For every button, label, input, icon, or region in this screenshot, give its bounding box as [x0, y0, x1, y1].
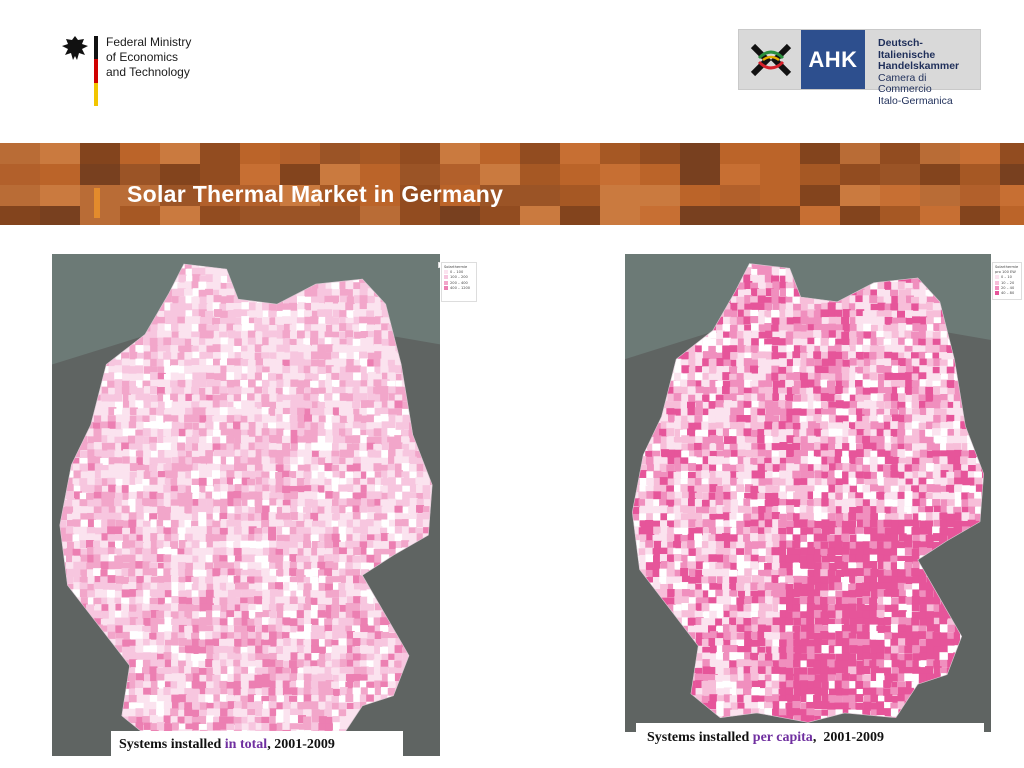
- ahk-line-2: Handelskammer: [878, 60, 960, 72]
- ahk-line-4: Italo-Germanica: [878, 94, 953, 107]
- ahk-logo: AHK Deutsch-Italienische Handelskammer C…: [738, 29, 981, 106]
- caption-total: Systems installed in total, 2001-2009: [111, 731, 403, 758]
- ministry-name: Federal Ministry of Economics and Techno…: [106, 35, 191, 80]
- legend-item-label: 20 – 40: [1001, 285, 1015, 290]
- slide-title: Solar Thermal Market in Germany: [127, 181, 504, 207]
- german-flag-stripe: [94, 36, 98, 106]
- caption-per-capita: Systems installed per capita, 2001-2009: [636, 723, 984, 753]
- banner-mosaic-background: [0, 143, 1024, 225]
- legend-item: 200 – 400: [444, 280, 474, 286]
- legend-item-label: 400 – 1200: [450, 285, 471, 290]
- ahk-line-3: Camera di Commercio: [878, 71, 932, 95]
- legend-item: 0 – 10: [995, 275, 1019, 280]
- ministry-line-3: and Technology: [106, 65, 190, 79]
- legend-item-label: 100 – 200: [450, 275, 468, 280]
- legend-item: 10 – 20: [995, 280, 1019, 286]
- map2-legend: Solarthermie pro 100 EW 0 – 10 10 – 20 2…: [992, 262, 1022, 300]
- legend-title: Solarthermie pro 100 EW: [995, 265, 1019, 275]
- ministry-line-2: of Economics: [106, 50, 179, 64]
- map1-legend: Solarthermie 0 – 100 100 – 200 200 – 400…: [441, 262, 477, 302]
- legend-item-label: 10 – 20: [1001, 280, 1015, 285]
- map-legend: [438, 262, 440, 268]
- legend-item-label: 40 – 80: [1001, 291, 1015, 296]
- title-banner: Solar Thermal Market in Germany: [0, 143, 1024, 225]
- legend-item: 100 – 200: [444, 275, 474, 280]
- caption-prefix: Systems installed: [119, 736, 225, 752]
- map-systems-total: [52, 254, 440, 756]
- ministry-line-1: Federal Ministry: [106, 35, 192, 49]
- legend-item-label: 200 – 400: [450, 280, 468, 285]
- caption-suffix: , 2001-2009: [267, 736, 335, 752]
- legend-item: 40 – 80: [995, 291, 1019, 296]
- map-systems-per-capita: [625, 254, 991, 732]
- ahk-wordmark: AHK: [801, 30, 865, 89]
- caption-suffix: , 2001-2009: [812, 730, 884, 745]
- germany-map-per-capita: [625, 254, 991, 732]
- ahk-line-1: Deutsch-Italienische: [878, 37, 936, 61]
- legend-item-label: 0 – 100: [450, 270, 464, 275]
- legend-item: 0 – 100: [444, 270, 474, 275]
- germany-map-total: [52, 254, 440, 756]
- caption-highlight: per capita: [752, 730, 813, 745]
- legend-title: Solarthermie: [444, 265, 468, 269]
- ahk-emblem-icon: [750, 43, 792, 77]
- legend-item-label: 0 – 10: [1001, 275, 1012, 280]
- legend-item: 20 – 40: [995, 285, 1019, 291]
- bmwi-logo: Federal Ministry of Economics and Techno…: [60, 34, 200, 109]
- caption-prefix: Systems installed: [647, 730, 753, 745]
- federal-eagle-icon: [62, 36, 88, 60]
- caption-highlight: in total: [224, 736, 268, 752]
- title-accent-bar: [94, 188, 100, 218]
- legend-item: 400 – 1200: [444, 285, 474, 291]
- ahk-chamber-name: Deutsch-Italienische Handelskammer Camer…: [878, 37, 980, 107]
